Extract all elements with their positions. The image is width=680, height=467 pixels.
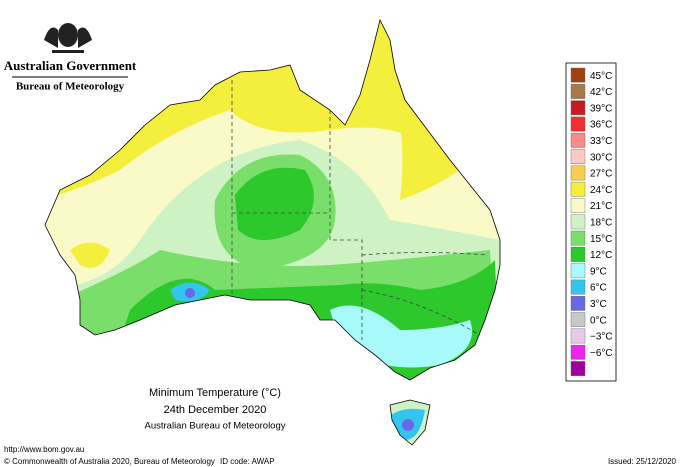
- legend-swatch: [570, 165, 586, 181]
- legend-label: 24°C: [590, 185, 612, 196]
- legend-swatch: [570, 181, 586, 197]
- legend-label: 12°C: [590, 250, 612, 261]
- legend-swatch: [570, 279, 586, 295]
- legend-swatch: [570, 328, 586, 344]
- coat-of-arms: [44, 23, 92, 53]
- legend-swatch: [570, 84, 586, 99]
- legend-label: 3°C: [590, 299, 607, 310]
- legend-swatch: [570, 116, 586, 132]
- coastline: [44, 18, 501, 446]
- legend-swatch: [570, 100, 586, 116]
- legend-swatch: [570, 230, 586, 246]
- legend-label: 18°C: [590, 217, 612, 228]
- legend-label: −6°C: [590, 348, 613, 359]
- government-name: Australian Government: [4, 58, 137, 73]
- legend-label: 36°C: [590, 120, 612, 131]
- legend-label: 27°C: [590, 169, 612, 180]
- legend-swatch: [570, 149, 586, 165]
- legend-swatch: [570, 263, 586, 279]
- legend-label: 42°C: [590, 87, 612, 98]
- legend-swatch: [570, 67, 586, 83]
- legend-label: 15°C: [590, 234, 612, 245]
- state-borders: [231, 80, 489, 340]
- legend-label: 30°C: [590, 152, 612, 163]
- legend-swatch: [570, 198, 586, 213]
- map-title: Minimum Temperature (°C): [149, 387, 281, 399]
- legend-swatch: [570, 312, 586, 328]
- legend-label: 39°C: [590, 103, 612, 114]
- legend-label: 0°C: [590, 315, 607, 326]
- legend-swatch: [570, 344, 586, 360]
- legend-swatch: [570, 247, 586, 262]
- legend: 45°C 42°C 39°C 36°C 33°C 30°C 27°C 24°C 21°C 18°C…: [565, 62, 617, 382]
- legend-label: 45°C: [590, 71, 612, 82]
- map-date: 24th December 2020: [164, 404, 267, 416]
- agency-name: Bureau of Meteorology: [16, 81, 125, 93]
- footer-id-code: ID code: AWAP: [220, 457, 275, 466]
- legend-swatch: [570, 214, 586, 230]
- legend-label: 21°C: [590, 201, 612, 212]
- footer-url: http://www.bom.gov.au: [4, 445, 84, 454]
- map-source: Australian Bureau of Meteorology: [145, 421, 286, 432]
- legend-label: −3°C: [590, 332, 613, 343]
- legend-swatch: [570, 132, 586, 148]
- legend-swatch: [570, 296, 586, 311]
- legend-swatch: [570, 361, 586, 376]
- footer-copyright: © Commonwealth of Australia 2020, Bureau…: [4, 457, 215, 466]
- legend-label: 6°C: [590, 283, 607, 294]
- legend-label: 9°C: [590, 266, 607, 277]
- footer-issued: Issued: 25/12/2020: [608, 457, 677, 466]
- legend-label: 33°C: [590, 136, 612, 147]
